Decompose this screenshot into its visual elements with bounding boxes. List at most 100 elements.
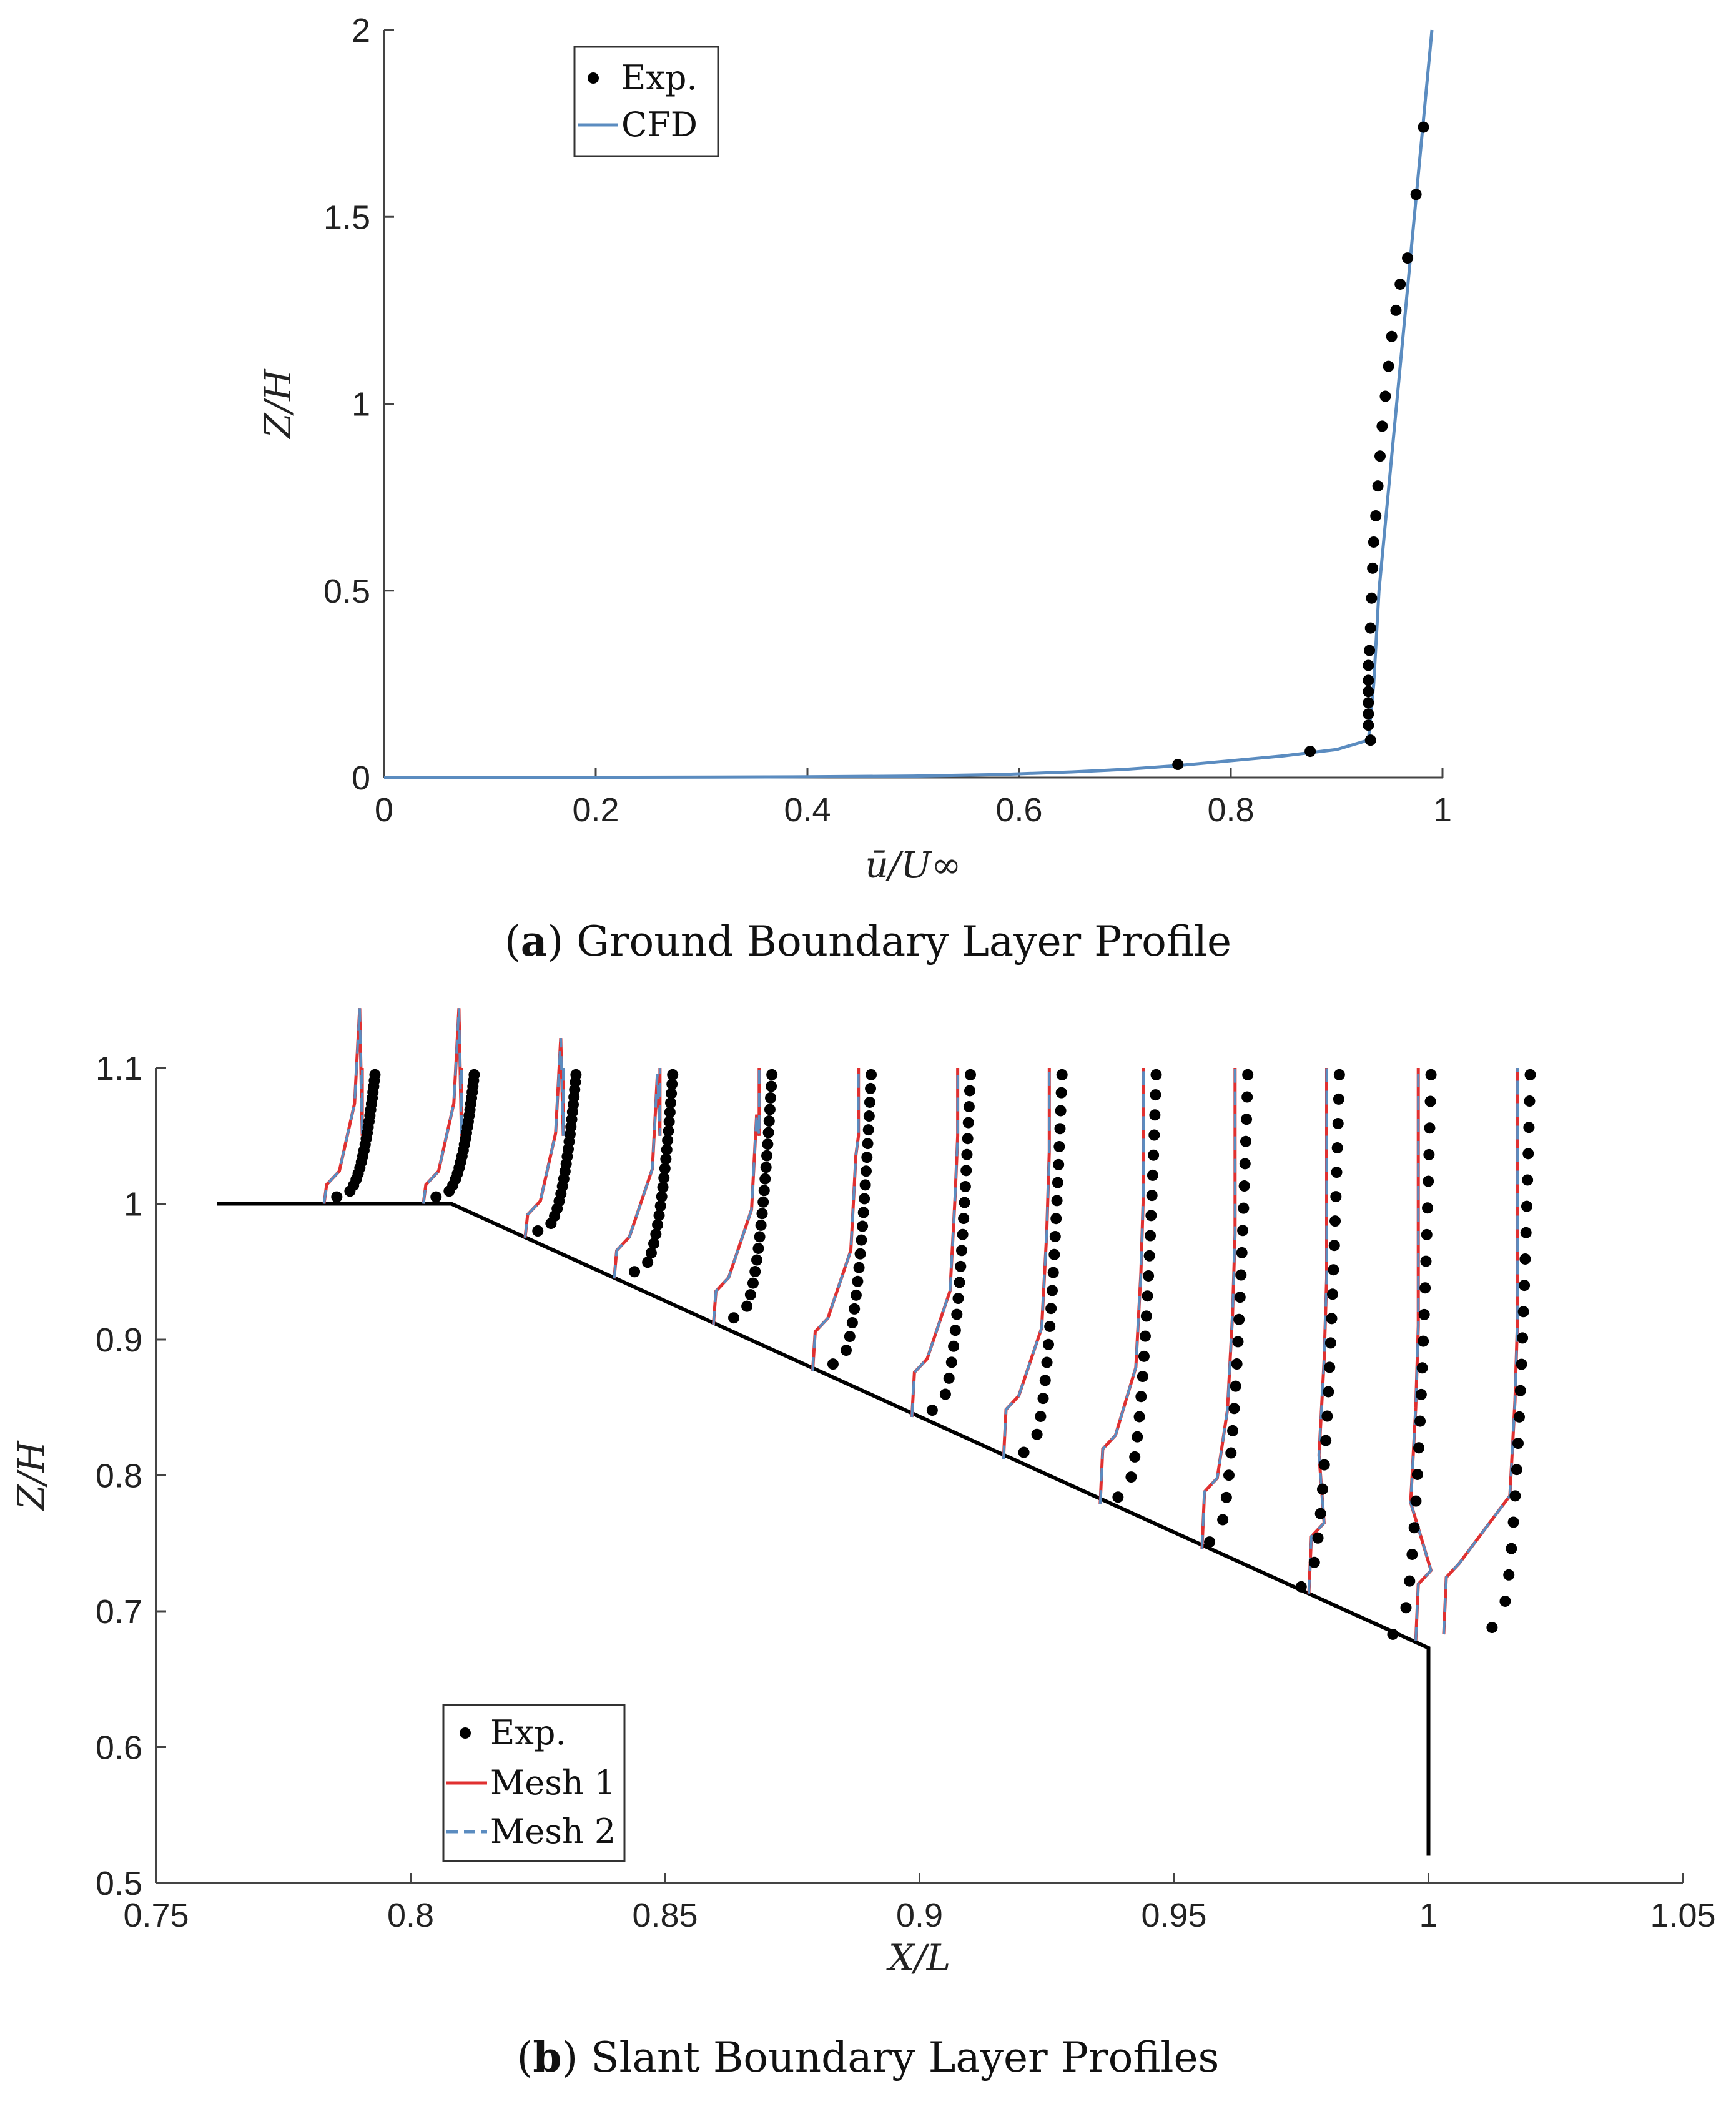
- exp-point: [965, 1069, 976, 1080]
- exp-point: [648, 1238, 660, 1250]
- exp-point: [1421, 1228, 1433, 1240]
- exp-point: [1225, 1447, 1237, 1459]
- exp-point: [1516, 1358, 1527, 1370]
- exp-point: [1150, 1069, 1162, 1080]
- exp-point: [1320, 1435, 1332, 1446]
- exp-point: [1506, 1543, 1517, 1554]
- exp-point: [764, 1104, 776, 1115]
- exp-point: [1364, 645, 1376, 656]
- exp-point: [1137, 1371, 1148, 1383]
- exp-point: [1517, 1306, 1529, 1318]
- exp-point: [1204, 1536, 1216, 1548]
- exp-point: [1045, 1303, 1057, 1315]
- legend-a: Exp. CFD: [573, 46, 719, 157]
- y-tick-label-b: 1.1: [96, 1050, 142, 1087]
- exp-point: [926, 1405, 938, 1416]
- y-axis-label-b: Z/H: [10, 1440, 52, 1511]
- exp-point: [1232, 1336, 1244, 1348]
- exp-point: [854, 1248, 866, 1260]
- exp-point: [1147, 1169, 1158, 1181]
- exp-point: [1363, 697, 1374, 709]
- exp-point: [766, 1069, 778, 1080]
- exp-point: [1404, 1575, 1416, 1587]
- exp-point: [952, 1293, 964, 1305]
- exp-point: [1148, 1129, 1160, 1141]
- exp-point: [1333, 1069, 1345, 1080]
- exp-point: [1031, 1428, 1043, 1440]
- exp-point: [1519, 1280, 1531, 1292]
- exp-point: [1223, 1469, 1235, 1481]
- exp-point: [859, 1193, 870, 1205]
- y-tick-label-b: 0.7: [96, 1593, 142, 1631]
- exp-point: [1499, 1595, 1511, 1607]
- series-mesh2-profile: [910, 1068, 959, 1418]
- exp-point: [863, 1110, 875, 1122]
- exp-point: [762, 1127, 774, 1138]
- exp-point: [747, 1277, 759, 1289]
- exp-point: [1402, 252, 1414, 264]
- exp-point: [1233, 1313, 1245, 1325]
- exp-point: [1366, 592, 1378, 604]
- exp-point: [1423, 1148, 1435, 1160]
- exp-point: [857, 1207, 869, 1218]
- exp-point: [865, 1082, 877, 1094]
- exp-point: [1418, 1335, 1429, 1347]
- exp-point: [1324, 1337, 1336, 1349]
- exp-point: [1390, 304, 1402, 316]
- exp-point: [642, 1257, 654, 1268]
- caption-a-letter: a: [520, 917, 548, 966]
- exp-point: [1387, 1628, 1399, 1640]
- exp-point: [1328, 1240, 1340, 1252]
- series-a: [383, 29, 1434, 779]
- exp-point: [862, 1138, 874, 1150]
- exp-point: [1149, 1109, 1161, 1121]
- exp-point: [857, 1220, 869, 1232]
- exp-point: [1129, 1451, 1141, 1463]
- exp-point: [1047, 1267, 1059, 1278]
- exp-point: [864, 1096, 875, 1108]
- exp-point: [653, 1210, 665, 1222]
- y-tick-label-b: 0.9: [96, 1321, 142, 1359]
- exp-point: [532, 1225, 544, 1237]
- exp-point: [1363, 708, 1374, 720]
- exp-point: [1238, 1180, 1250, 1192]
- exp-point: [1241, 1114, 1253, 1125]
- exp-point: [1318, 1459, 1330, 1471]
- exp-point: [1316, 1483, 1328, 1495]
- exp-point: [1112, 1491, 1124, 1503]
- x-tick-label-b: 0.95: [1141, 1897, 1206, 1934]
- x-tick-label-a: 0: [375, 791, 393, 829]
- exp-point: [827, 1358, 839, 1370]
- exp-point: [1234, 1292, 1246, 1303]
- exp-point: [1411, 1468, 1423, 1480]
- exp-point: [1370, 510, 1382, 522]
- exp-point: [1236, 1247, 1248, 1258]
- exp-point: [846, 1316, 858, 1328]
- exp-point: [744, 1289, 756, 1301]
- y-tick-label-a: 0: [352, 759, 370, 797]
- series-mesh2-profile: [712, 1068, 761, 1325]
- exp-point: [1509, 1490, 1521, 1502]
- x-tick-label-b: 1: [1419, 1897, 1438, 1934]
- exp-point: [862, 1124, 874, 1136]
- exp-point: [962, 1117, 974, 1129]
- exp-point: [1329, 1215, 1341, 1227]
- exp-point: [850, 1289, 862, 1301]
- exp-point: [756, 1208, 768, 1220]
- exp-point: [760, 1162, 772, 1173]
- exp-point: [430, 1191, 442, 1203]
- exp-point: [661, 1144, 673, 1156]
- exp-point: [1364, 734, 1376, 746]
- exp-point: [752, 1242, 764, 1254]
- exp-point: [1217, 1514, 1229, 1526]
- exp-point: [1235, 1269, 1247, 1281]
- y-tick-label-a: 0.5: [323, 573, 370, 610]
- exp-point: [749, 1266, 761, 1278]
- exp-point: [1237, 1225, 1249, 1237]
- exp-point: [1055, 1087, 1067, 1099]
- exp-point: [761, 1150, 773, 1162]
- exp-point: [956, 1245, 968, 1257]
- exp-point: [1519, 1253, 1531, 1265]
- exp-point: [1326, 1313, 1338, 1325]
- exp-point: [1323, 1386, 1334, 1398]
